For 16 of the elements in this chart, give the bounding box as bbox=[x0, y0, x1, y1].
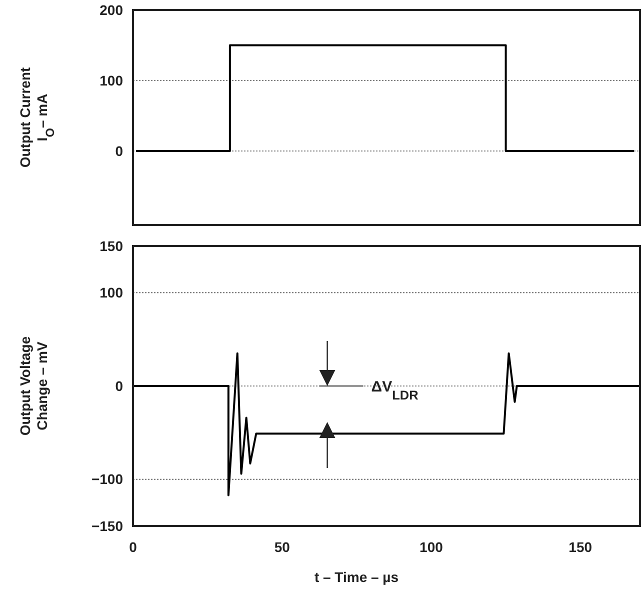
y-tick-label: 100 bbox=[100, 284, 124, 301]
y-tick-label: 0 bbox=[115, 378, 124, 394]
line-series bbox=[132, 352, 641, 496]
x-axis-title: t – Time – µs bbox=[314, 569, 399, 585]
y-tick-label: 200 bbox=[100, 2, 124, 18]
x-tick-label: 0 bbox=[129, 539, 138, 555]
y-tick-label: 100 bbox=[100, 72, 124, 88]
y-tick-label: −100 bbox=[91, 471, 124, 488]
x-tick-label: 150 bbox=[568, 539, 592, 555]
y-tick-label: 150 bbox=[100, 238, 124, 254]
x-tick-label: 50 bbox=[274, 539, 290, 555]
y-tick-label: 0 bbox=[115, 142, 124, 159]
annotation: ΔV$_{LDR}$ bbox=[371, 378, 418, 402]
y-tick-label: −150 bbox=[91, 518, 124, 534]
y-axis-title: Output Voltage Change – mV bbox=[17, 336, 50, 436]
x-tick-label: 100 bbox=[420, 539, 444, 555]
